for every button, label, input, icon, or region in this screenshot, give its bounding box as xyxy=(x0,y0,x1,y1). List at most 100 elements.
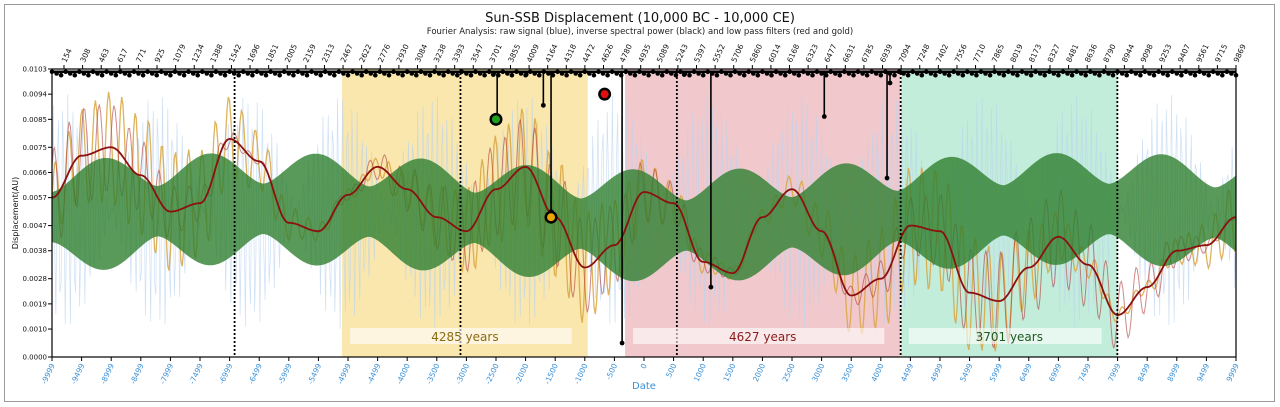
x-tick-label: 0 xyxy=(639,362,649,370)
top-tick-label: 9407 xyxy=(1176,43,1192,64)
spectral-dot xyxy=(669,71,674,76)
spectral-dot xyxy=(905,72,911,78)
spectral-dot xyxy=(532,71,537,76)
top-tick-label: 8173 xyxy=(1027,43,1043,64)
spectral-dot xyxy=(95,71,100,76)
top-tick-label: 8327 xyxy=(1046,43,1062,64)
spectral-dot xyxy=(1183,69,1189,75)
x-tick-label: -5499 xyxy=(306,362,323,386)
x-tick-label: 1500 xyxy=(721,362,737,383)
spectral-dot xyxy=(486,69,492,75)
spectral-dot xyxy=(655,71,660,76)
spectral-dot xyxy=(90,69,96,75)
chart-frame xyxy=(4,4,1275,402)
spectral-dot xyxy=(546,71,551,76)
x-tick-label: 1000 xyxy=(692,362,708,383)
spectral-dot xyxy=(468,72,474,78)
spectral-dot xyxy=(336,69,342,75)
spectral-dot xyxy=(67,71,73,76)
top-tick-label: 7865 xyxy=(990,43,1006,64)
top-tick-label: 7710 xyxy=(971,43,987,64)
spectral-dot xyxy=(792,71,797,76)
spectral-dot xyxy=(796,72,802,78)
spectral-dot xyxy=(842,69,847,75)
marker-point-1 xyxy=(547,213,556,222)
spectral-dot xyxy=(573,71,578,76)
spectral-dot xyxy=(104,69,109,75)
spectral-dot xyxy=(464,71,469,76)
spectral-dot xyxy=(974,72,979,78)
spectral-stem-tip-9 xyxy=(681,72,687,77)
spectral-dot xyxy=(1024,71,1029,76)
spectral-dot xyxy=(732,69,738,75)
spectral-dot xyxy=(63,69,68,75)
spectral-dot xyxy=(505,71,510,76)
spectral-dot xyxy=(1210,69,1216,75)
spectral-dot xyxy=(213,69,219,75)
spectral-dot xyxy=(427,72,433,78)
spectral-dot xyxy=(455,72,460,78)
top-tick-label: 2467 xyxy=(339,43,355,64)
spectral-dot xyxy=(1028,72,1034,78)
spectral-dot xyxy=(418,69,424,75)
top-tick-label: 2159 xyxy=(301,43,317,64)
green-envelope-band xyxy=(52,153,1236,282)
top-tick-label: 9869 xyxy=(1232,43,1248,64)
spectral-dot xyxy=(482,72,487,78)
top-tick-label: 1234 xyxy=(190,43,206,64)
spectral-dot xyxy=(304,72,310,78)
spectral-dot xyxy=(241,69,246,75)
top-tick-label: 5552 xyxy=(711,43,727,64)
spectral-dot xyxy=(1047,69,1052,75)
spectral-dot xyxy=(892,72,897,78)
spectral-dot xyxy=(851,72,856,78)
top-tick-label: 2005 xyxy=(283,43,299,64)
spectral-dot xyxy=(614,71,619,76)
spectral-dot xyxy=(914,71,920,76)
spectral-dot xyxy=(805,71,811,76)
top-tick-label: 8636 xyxy=(1083,43,1099,64)
spectral-dot xyxy=(946,72,952,78)
spectral-dot xyxy=(1201,71,1207,76)
spectral-dot xyxy=(673,72,679,78)
top-tick-label: 1696 xyxy=(246,43,262,64)
spectral-dot xyxy=(409,71,415,76)
top-tick-label: 8790 xyxy=(1101,43,1117,64)
spectral-dot xyxy=(801,69,806,75)
spectral-dot xyxy=(404,69,410,75)
spectral-dot xyxy=(955,71,961,76)
spectral-dot xyxy=(386,72,392,78)
spectral-dot xyxy=(723,71,729,76)
spectral-dot xyxy=(623,69,629,75)
spectral-stem-tip-5 xyxy=(708,284,714,290)
spectral-dot xyxy=(1165,72,1170,78)
top-tick-label: 1851 xyxy=(264,43,280,64)
spectral-dot xyxy=(1224,69,1230,75)
top-tick-label: 7556 xyxy=(953,43,969,64)
x-tick-label: -3500 xyxy=(424,362,441,386)
spectral-dot xyxy=(582,69,588,75)
spectral-dot xyxy=(650,69,656,75)
spectral-dot xyxy=(1092,71,1098,76)
spectral-dot xyxy=(773,69,779,75)
top-tick-label: 2776 xyxy=(376,43,392,64)
spectral-dot xyxy=(1065,71,1070,76)
x-tick-label: -2000 xyxy=(513,362,530,386)
top-tick-label: 6323 xyxy=(804,43,820,64)
y-tick-label: 0.0057 xyxy=(23,194,48,202)
spectral-stem-tip-2 xyxy=(540,102,546,108)
x-tick-label: -5999 xyxy=(276,362,293,386)
spectral-dot xyxy=(341,71,346,76)
spectral-dot xyxy=(432,69,437,75)
spectral-dot xyxy=(445,69,451,75)
spectral-dot xyxy=(864,72,870,78)
spectral-dot xyxy=(828,69,833,75)
top-tick-label: 6939 xyxy=(878,43,894,64)
spectral-dot xyxy=(58,72,64,78)
x-tick-label: 8999 xyxy=(1165,362,1181,383)
x-tick-label: 3500 xyxy=(840,362,856,383)
top-tick-label: 1388 xyxy=(208,43,224,64)
x-tick-label: 4000 xyxy=(869,362,885,383)
spectral-dot xyxy=(983,71,988,76)
spectral-dot xyxy=(1188,71,1193,76)
